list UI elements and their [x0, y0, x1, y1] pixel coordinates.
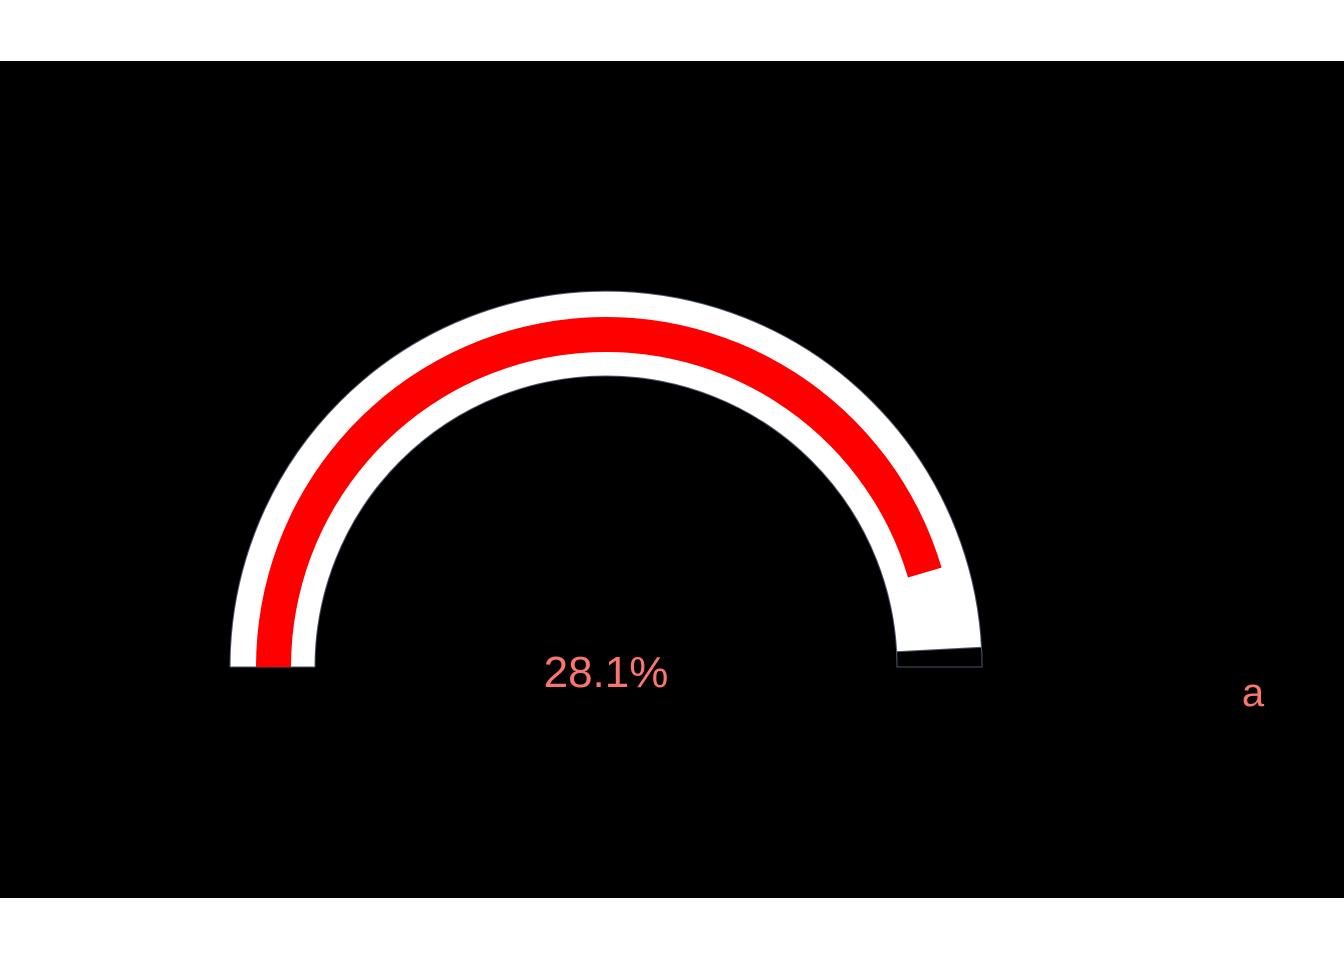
gauge — [229, 290, 983, 668]
gauge-empty-end — [896, 646, 983, 668]
legend-label: a — [1242, 671, 1265, 715]
gauge-bar — [256, 317, 942, 667]
gauge-value-label: 28.1% — [544, 648, 669, 697]
plot-panel — [0, 61, 1344, 898]
